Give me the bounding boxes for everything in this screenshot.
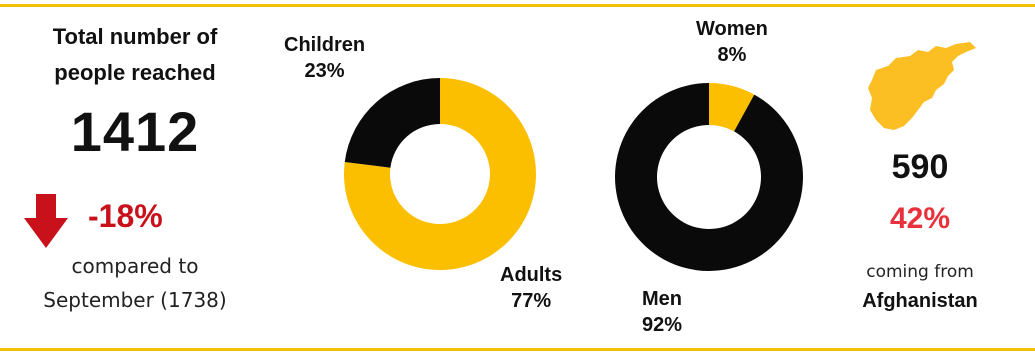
children-label-pct: 23% <box>304 60 345 82</box>
adults-label: Adults 77% <box>500 262 562 314</box>
coming-from-text: coming from <box>866 262 974 282</box>
change-percentage: -18% <box>88 198 163 234</box>
women-slice <box>709 83 755 132</box>
top-divider <box>0 4 1035 7</box>
country-count: 590 <box>891 148 949 186</box>
women-label-name: Women <box>696 18 768 40</box>
arrow-down-icon <box>24 194 68 248</box>
age-donut-chart <box>344 78 536 270</box>
adults-label-pct: 77% <box>511 290 552 312</box>
men-slice <box>615 83 803 271</box>
children-label-name: Children <box>284 34 366 56</box>
gender-donut-chart <box>615 83 803 271</box>
adults-label-name: Adults <box>500 264 563 286</box>
summary-title-line1: Total number of <box>52 24 218 49</box>
men-label-name: Men <box>642 288 683 310</box>
children-slice <box>344 78 440 168</box>
country-name: Afghanistan <box>862 290 978 312</box>
compare-text-line1: compared to <box>71 254 199 278</box>
country-percentage: 42% <box>889 202 951 235</box>
afghanistan-map-icon <box>868 42 976 130</box>
adults-slice <box>344 78 536 270</box>
bottom-divider <box>0 348 1035 351</box>
women-label: Women 8% <box>696 16 768 68</box>
children-label: Children 23% <box>284 32 365 84</box>
total-people-reached: 1412 <box>70 100 200 163</box>
summary-title-line2: people reached <box>54 60 216 85</box>
men-label: Men 92% <box>642 286 682 338</box>
women-label-pct: 8% <box>717 44 747 66</box>
men-label-pct: 92% <box>642 314 683 336</box>
compare-text-line2: September (1738) <box>43 288 227 312</box>
